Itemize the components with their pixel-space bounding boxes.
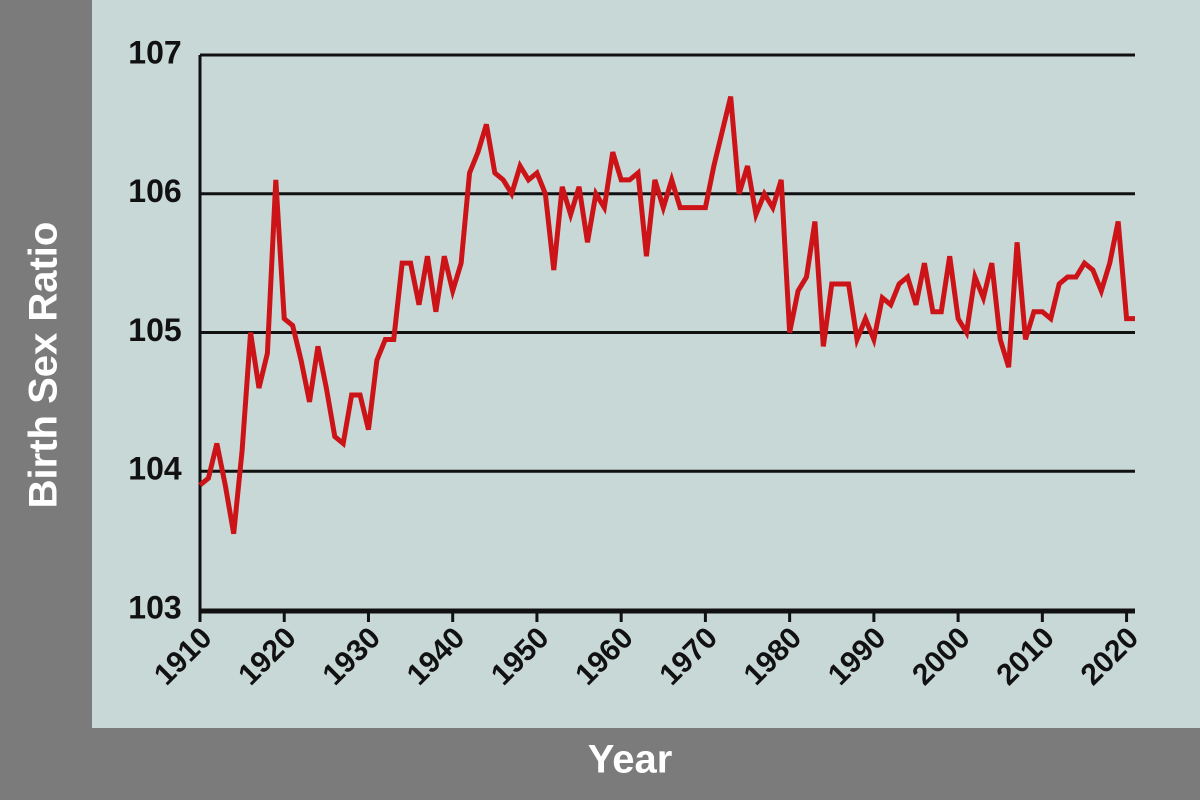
y-axis-label: Birth Sex Ratio [22,222,66,509]
data-line [198,96,1135,535]
y-tick-label: 107 [128,34,181,70]
y-tick-label: 105 [128,312,181,348]
x-axis-label: Year [588,738,673,782]
y-tick-label: 104 [128,451,182,487]
plot-panel [92,0,1200,728]
y-tick-label: 106 [128,173,181,209]
y-tick-label: 103 [128,589,181,625]
